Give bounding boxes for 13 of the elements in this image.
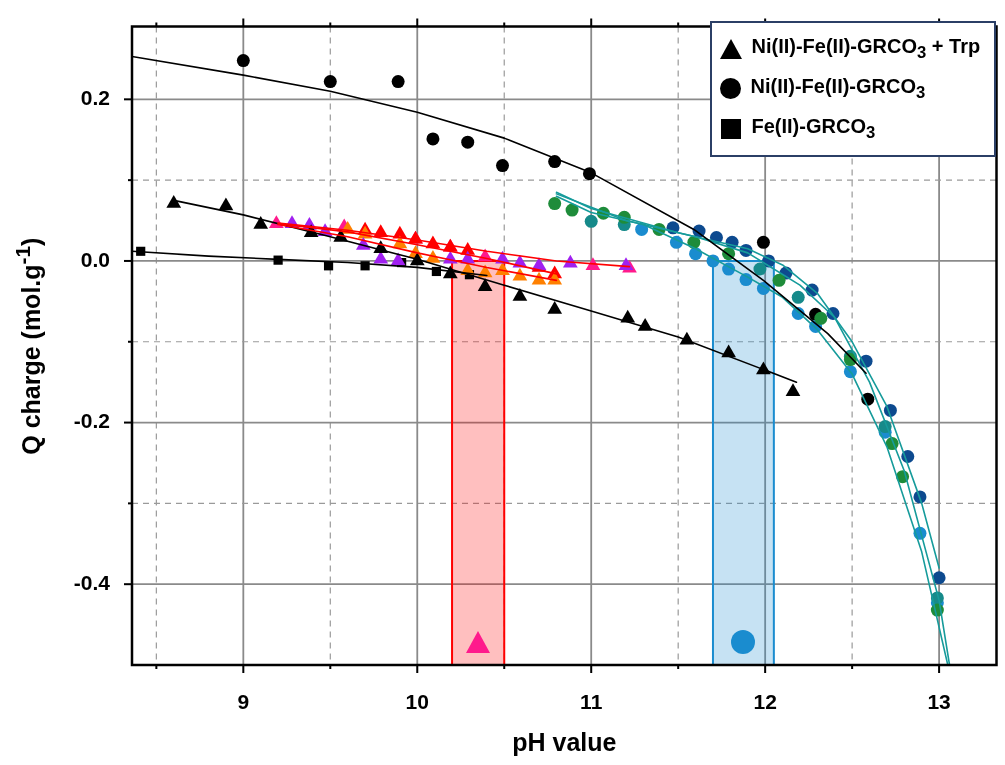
legend-label: Fe(II)-GRCO$_{3}$ [751, 114, 876, 143]
x-tick-label: 9 [237, 690, 250, 714]
y-tick-label: 0.0 [80, 247, 110, 271]
legend-label: Ni(II)-Fe(II)-GRCO$_{3}$ [750, 74, 926, 103]
y-tick-label: 0.2 [80, 86, 110, 110]
x-tick-label: 12 [753, 690, 777, 714]
y-tick-label: -0.4 [73, 570, 111, 594]
x-axis-title: pH value [512, 728, 617, 757]
x-tick-label: 13 [927, 690, 951, 714]
x-tick-label: 11 [580, 690, 603, 714]
x-tick-label: 10 [405, 690, 429, 714]
y-tick-label: -0.2 [73, 409, 110, 433]
legend-label: Ni(II)-Fe(II)-GRCO$_{3}$ + Trp [751, 34, 981, 63]
